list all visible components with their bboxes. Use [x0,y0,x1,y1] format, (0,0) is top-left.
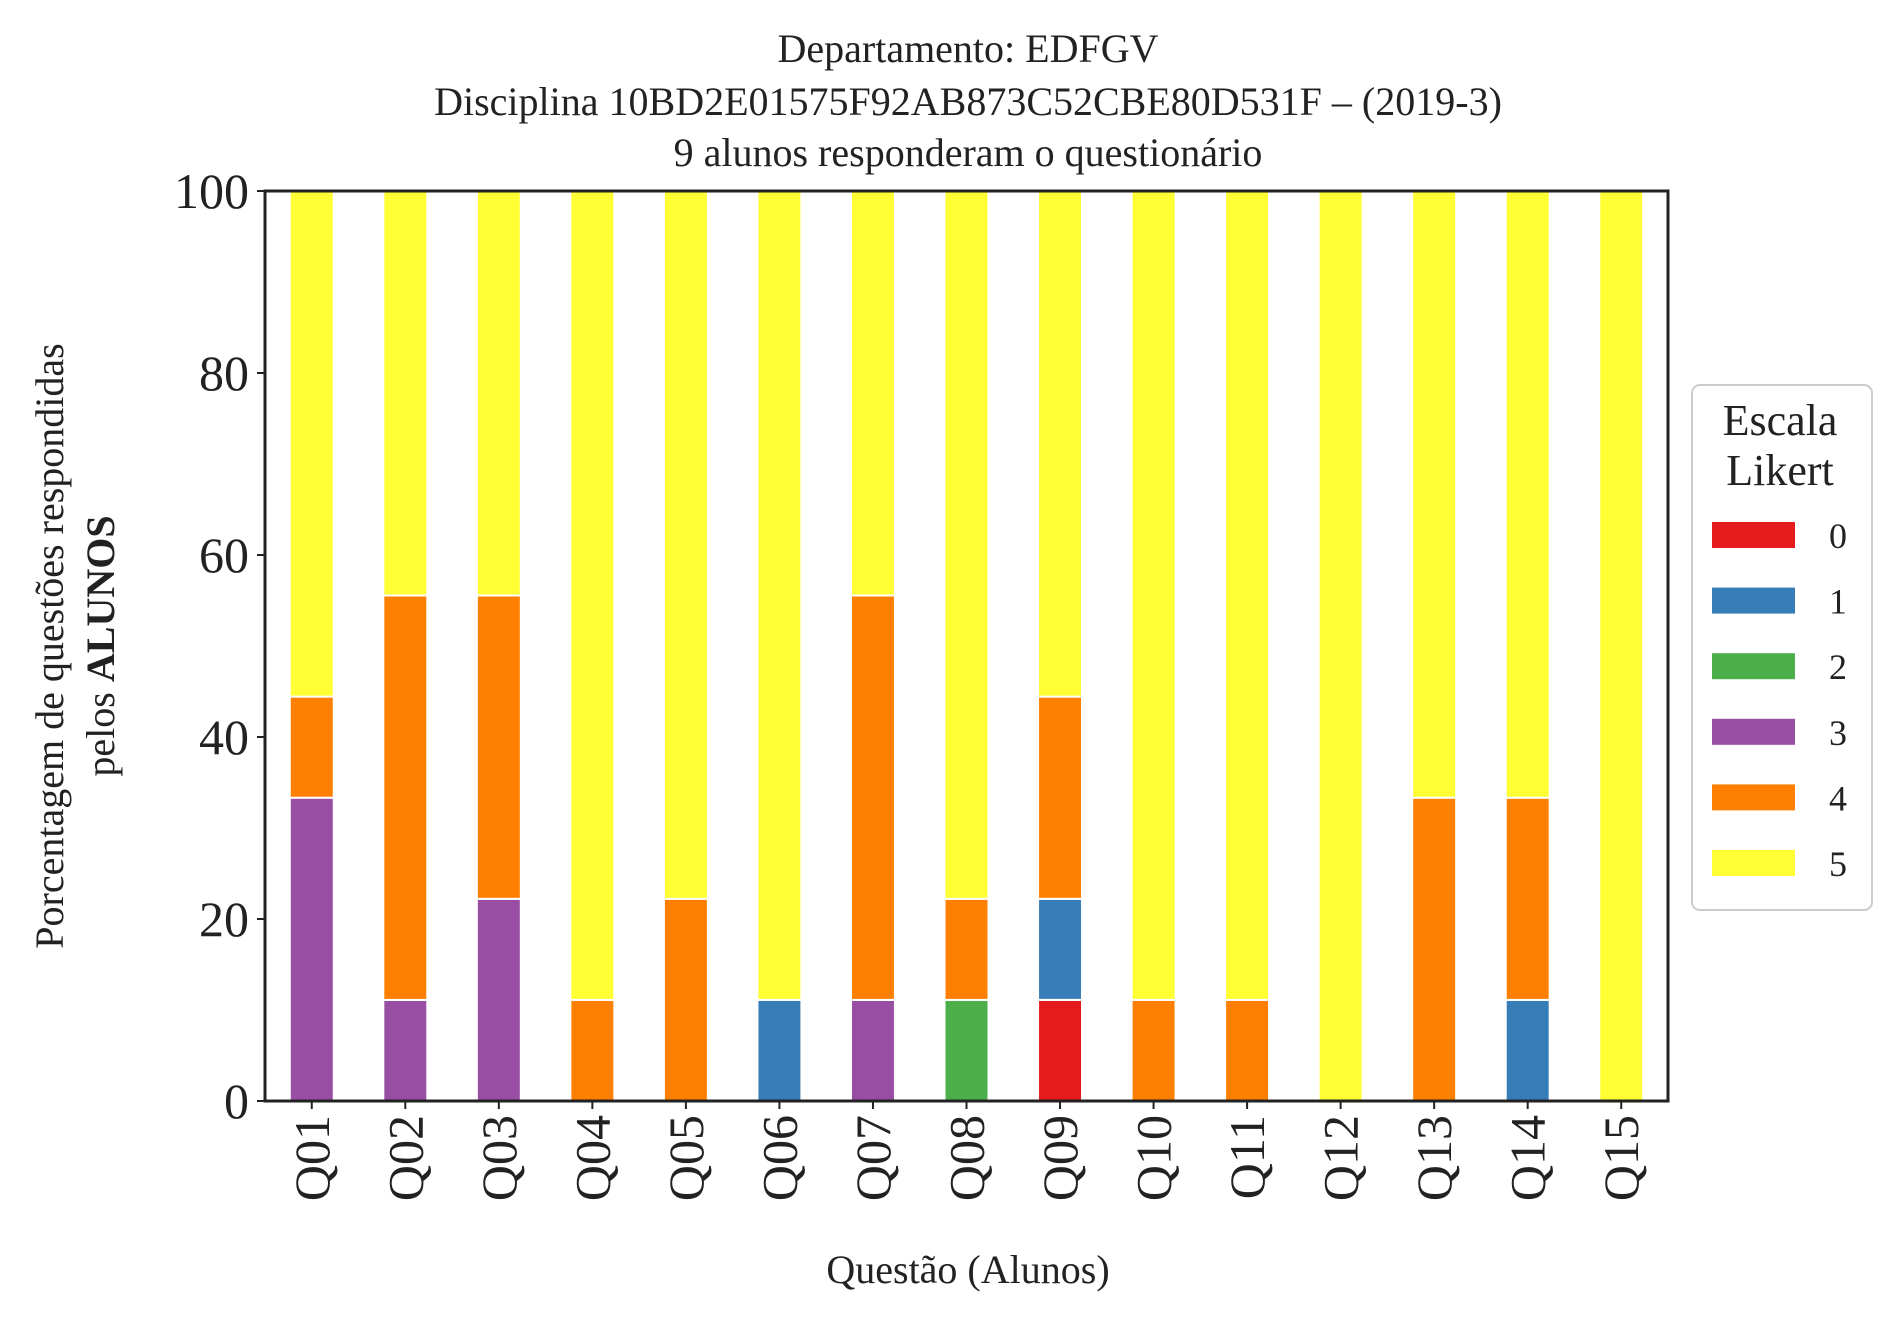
bar-Q02-likert-5 [382,190,429,597]
legend-swatch-0 [1712,522,1795,548]
x-axis-label: Questão (Alunos) [826,1247,1109,1292]
y-axis-label-line-1: Porcentagem de questões respondidas [27,343,72,948]
bar-Q08-likert-4 [943,897,990,1001]
bar-Q11-likert-4 [1224,998,1271,1103]
legend-title-line-1: Escala [1723,396,1838,445]
y-tick-label-0: 0 [224,1073,249,1129]
y-axis-label: Porcentagem de questões respondidas pelo… [27,343,123,948]
x-tick-label-Q07: Q07 [845,1115,901,1201]
y-tick-label-80: 80 [199,345,249,401]
bar-Q02-likert-3 [382,998,429,1103]
x-tick-label-Q11: Q11 [1219,1115,1275,1199]
bar-Q08-likert-5 [943,190,990,900]
legend-label-5: 5 [1829,844,1847,884]
legend-swatch-3 [1712,718,1795,745]
legend-swatch-5 [1712,850,1795,876]
legend-swatch-4 [1712,784,1795,811]
legend-label-3: 3 [1829,713,1847,753]
bar-Q07-likert-5 [849,190,896,597]
bar-Q03-likert-5 [475,190,522,597]
legend-label-4: 4 [1829,778,1847,818]
bar-Q15-likert-5 [1598,190,1645,1102]
x-tick-label-Q14: Q14 [1500,1115,1556,1201]
legend: Escala Likert 0 1 2 3 4 5 [1691,384,1873,911]
bar-Q14-likert-4 [1504,796,1551,1001]
legend-label-1: 1 [1829,582,1847,622]
bar-Q11-likert-5 [1224,190,1271,1001]
bar-Q13-likert-4 [1411,796,1458,1102]
y-tick-label-40: 40 [199,709,249,765]
x-tick-label-Q06: Q06 [751,1115,807,1201]
bar-Q09-likert-0 [1037,998,1084,1103]
x-tick-label-Q13: Q13 [1406,1115,1462,1201]
bar-Q13-likert-5 [1411,190,1458,799]
x-tick-label-Q03: Q03 [471,1115,527,1201]
bar-Q09-likert-1 [1037,897,1084,1001]
bar-Q09-likert-5 [1037,190,1084,698]
x-tick-label-Q05: Q05 [658,1115,714,1201]
bar-Q01-likert-3 [288,796,335,1102]
bar-Q06-likert-5 [756,190,803,1001]
y-tick-label-60: 60 [199,527,249,583]
x-tick-label-Q15: Q15 [1593,1115,1649,1201]
bar-Q06-likert-1 [756,998,803,1103]
chart-title: Departamento: EDFGV Disciplina 10BD2E015… [434,26,1502,175]
bar-Q03-likert-3 [475,897,522,1102]
bar-Q08-likert-2 [943,998,990,1103]
bar-Q02-likert-4 [382,594,429,1001]
y-tick-label-100: 100 [174,163,249,219]
bar-Q04-likert-5 [569,190,616,1001]
bar-Q07-likert-4 [849,594,896,1001]
bar-Q14-likert-5 [1504,190,1551,799]
bar-Q05-likert-4 [662,897,709,1102]
y-axis-label-line-2: pelos ALUNOS [78,515,123,776]
bar-Q10-likert-4 [1130,998,1177,1103]
legend-label-0: 0 [1829,516,1847,556]
legend-swatch-2 [1712,653,1795,680]
bar-Q07-likert-3 [849,998,896,1103]
x-tick-label-Q04: Q04 [564,1115,620,1201]
legend-title-line-2: Likert [1726,446,1834,495]
legend-label-2: 2 [1829,647,1847,687]
legend-box [1691,384,1873,911]
x-axis-ticks: Q01 Q02 Q03 Q04 Q05 Q06 Q07 Q08 Q09 Q10 Q11 Q12 Q13 Q… [284,1101,1649,1201]
bars-group [288,190,1645,1103]
bar-Q12-likert-5 [1317,190,1364,1102]
bar-Q01-likert-5 [288,190,335,698]
bar-Q09-likert-4 [1037,695,1084,900]
title-line-3: 9 alunos responderam o questionário [674,130,1263,175]
title-line-2: Disciplina 10BD2E01575F92AB873C52CBE80D5… [434,79,1502,124]
bar-Q05-likert-5 [662,190,709,900]
legend-swatch-1 [1712,587,1795,614]
bar-Q04-likert-4 [569,998,616,1103]
x-tick-label-Q02: Q02 [377,1115,433,1201]
x-tick-label-Q08: Q08 [939,1115,995,1201]
x-tick-label-Q09: Q09 [1032,1115,1088,1201]
legend-entries: 0 1 2 3 4 5 [1712,516,1847,884]
y-axis-label-bold: ALUNOS [78,515,123,682]
x-tick-label-Q01: Q01 [284,1115,340,1201]
x-tick-label-Q12: Q12 [1313,1115,1369,1201]
x-tick-label-Q10: Q10 [1126,1115,1182,1201]
bar-Q10-likert-5 [1130,190,1177,1001]
title-line-1: Departamento: EDFGV [777,26,1158,71]
bar-Q03-likert-4 [475,594,522,900]
y-axis-label-prefix: pelos [78,682,123,776]
y-axis-ticks: 0 20 40 60 80 100 [174,163,265,1129]
bar-Q14-likert-1 [1504,998,1551,1103]
y-tick-label-20: 20 [199,891,249,947]
bar-Q01-likert-4 [288,695,335,799]
